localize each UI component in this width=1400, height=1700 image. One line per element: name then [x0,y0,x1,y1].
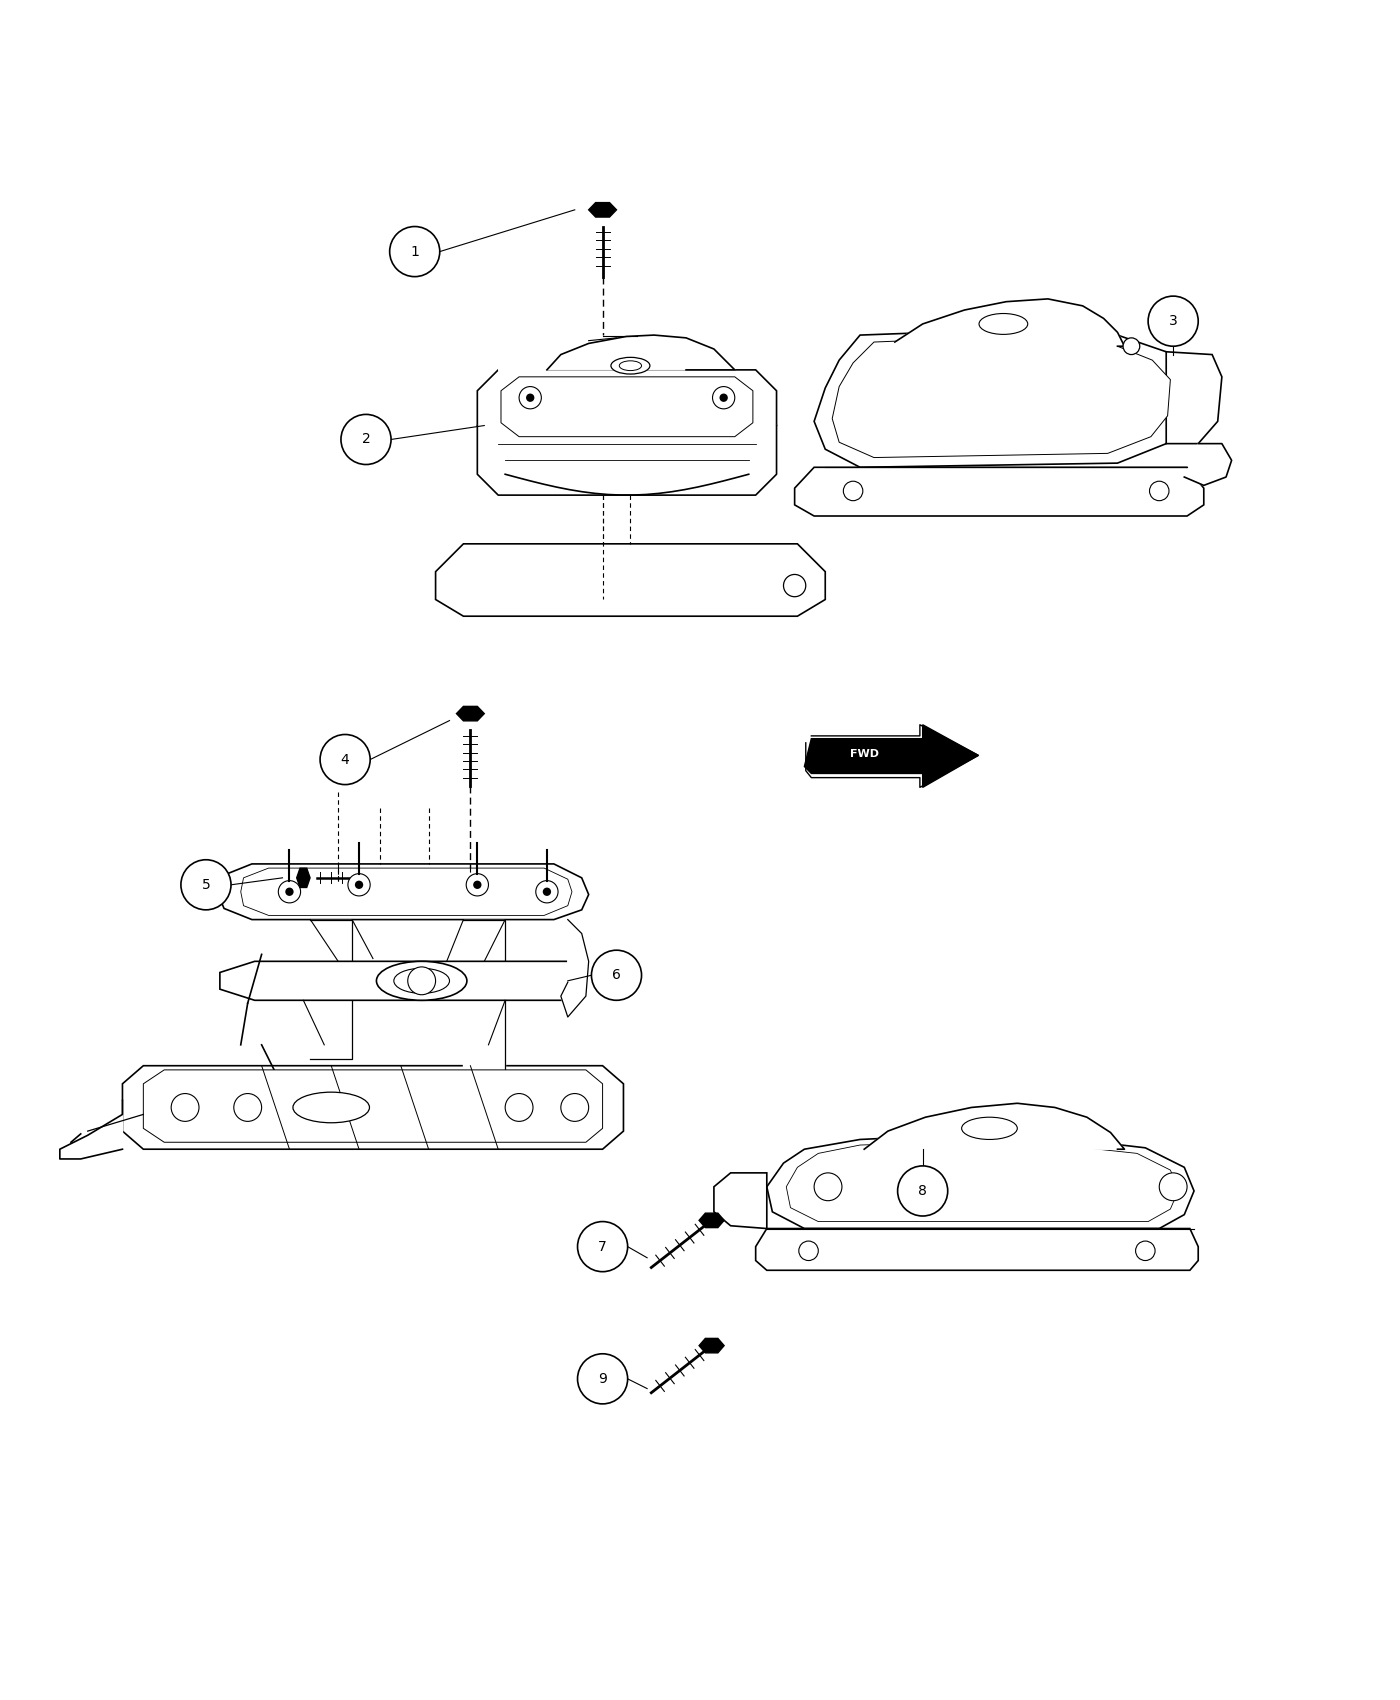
Ellipse shape [1123,338,1140,355]
Polygon shape [756,1229,1198,1270]
Circle shape [466,874,489,896]
Polygon shape [217,864,588,920]
Polygon shape [60,1100,122,1159]
Polygon shape [561,920,588,1017]
Circle shape [354,881,363,889]
Circle shape [342,415,391,464]
Circle shape [1135,1241,1155,1260]
Ellipse shape [610,357,650,374]
Circle shape [561,1093,588,1122]
Circle shape [591,950,641,1000]
Polygon shape [699,1338,724,1353]
Polygon shape [699,1214,724,1227]
Polygon shape [435,544,825,615]
Circle shape [171,1093,199,1122]
Polygon shape [805,740,930,774]
Text: 5: 5 [202,877,210,893]
Circle shape [519,386,542,408]
Circle shape [799,1241,818,1260]
Circle shape [897,1166,948,1216]
Text: FWD: FWD [850,750,879,758]
Ellipse shape [293,1091,370,1122]
Polygon shape [501,377,753,437]
Polygon shape [787,1142,1179,1222]
Circle shape [713,386,735,408]
Polygon shape [895,299,1124,347]
Polygon shape [588,202,616,218]
Polygon shape [1166,352,1222,444]
Circle shape [279,881,301,903]
Circle shape [234,1093,262,1122]
Circle shape [349,874,370,896]
Polygon shape [795,468,1204,517]
Ellipse shape [377,960,466,1000]
Circle shape [286,887,294,896]
Polygon shape [241,869,573,915]
Circle shape [843,481,862,502]
Polygon shape [864,1103,1124,1149]
Circle shape [407,967,435,994]
Polygon shape [1184,444,1232,486]
Polygon shape [815,328,1187,468]
Text: 8: 8 [918,1183,927,1198]
Polygon shape [498,335,735,371]
Text: 2: 2 [361,432,371,447]
Polygon shape [477,371,777,444]
Text: 9: 9 [598,1372,608,1386]
Polygon shape [220,960,582,1000]
Text: 3: 3 [1169,314,1177,328]
Text: 7: 7 [598,1239,608,1253]
Polygon shape [143,1069,602,1142]
Polygon shape [477,425,777,495]
Circle shape [578,1353,627,1404]
Circle shape [815,1173,841,1200]
Circle shape [543,887,552,896]
Text: 4: 4 [340,753,350,767]
Circle shape [536,881,559,903]
Circle shape [578,1222,627,1272]
Polygon shape [463,920,505,1073]
Polygon shape [122,1066,623,1149]
Circle shape [321,734,370,785]
Circle shape [1149,481,1169,502]
Polygon shape [923,724,979,787]
Circle shape [181,860,231,910]
Circle shape [526,393,535,401]
Circle shape [1159,1173,1187,1200]
Polygon shape [832,335,1170,457]
Text: 6: 6 [612,969,622,983]
Circle shape [473,881,482,889]
Text: 1: 1 [410,245,419,258]
Polygon shape [714,1173,767,1229]
Circle shape [720,393,728,401]
Circle shape [1148,296,1198,347]
Circle shape [505,1093,533,1122]
Circle shape [784,575,806,597]
Polygon shape [311,920,351,1059]
Circle shape [389,226,440,277]
Polygon shape [297,869,309,887]
Polygon shape [456,707,484,721]
Polygon shape [767,1136,1194,1229]
